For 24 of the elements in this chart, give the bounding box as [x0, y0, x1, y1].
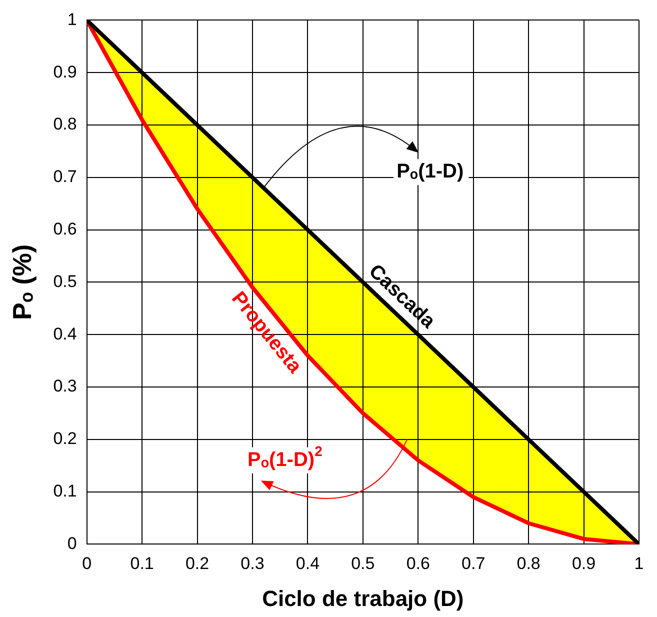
x-tick-label: 0.8	[516, 554, 540, 574]
x-tick-label: 0.9	[572, 554, 596, 574]
y-axis-title: Pₒ (%)	[6, 244, 37, 320]
x-tick-label: 0.5	[351, 554, 375, 574]
x-tick-label: 0.7	[462, 554, 486, 574]
y-tick-label: 0	[67, 534, 77, 553]
y-tick-label: 1	[67, 10, 77, 29]
y-tick-label: 0.8	[53, 114, 77, 134]
x-tick-label: 0.1	[130, 554, 154, 574]
x-tick-label: 0.3	[240, 554, 264, 574]
y-tick-label: 0.5	[53, 272, 77, 291]
x-tick-label: 1	[634, 554, 644, 574]
x-tick-label: 0.4	[296, 554, 320, 574]
y-tick-label: 0.6	[53, 219, 77, 238]
y-tick-label: 0.1	[53, 481, 77, 500]
y-tick-label: 0.7	[53, 167, 77, 186]
y-tick-label: 0.4	[53, 324, 77, 344]
y-tick-label: 0.2	[53, 429, 77, 448]
y-tick-label: 0.3	[53, 376, 77, 396]
x-tick-label: 0.6	[406, 554, 430, 574]
y-tick-label: 0.9	[53, 62, 77, 82]
x-tick-label: 0.2	[185, 554, 210, 574]
x-axis-title: Ciclo de trabajo (D)	[262, 586, 464, 611]
x-tick-label: 0	[82, 554, 92, 574]
